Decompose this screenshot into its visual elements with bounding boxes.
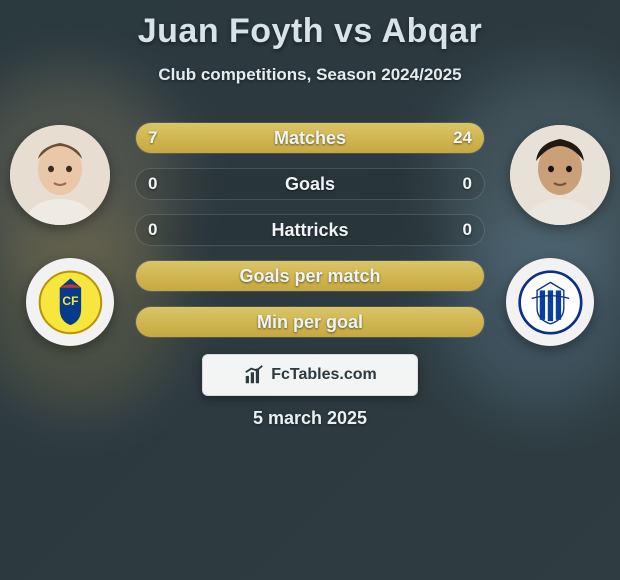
villarreal-crest-icon: CF [37, 269, 104, 336]
stat-label: Goals [285, 174, 335, 195]
page-title: Juan Foyth vs Abqar [0, 12, 620, 51]
stat-value-right: 24 [453, 128, 472, 148]
stat-value-right: 0 [463, 220, 472, 240]
stats-container: 7 24 Matches 0 0 Goals 0 0 Hattricks Goals per ma… [135, 122, 485, 352]
stat-label: Min per goal [257, 312, 363, 333]
person-icon [10, 125, 110, 225]
stat-label: Goals per match [239, 266, 380, 287]
stat-value-left: 0 [148, 174, 157, 194]
stat-value-left: 0 [148, 220, 157, 240]
person-icon [510, 125, 610, 225]
club-right-crest [506, 258, 594, 346]
alaves-crest-icon [517, 269, 584, 336]
player-right-avatar [510, 125, 610, 225]
stat-row: Goals per match [135, 260, 485, 292]
chart-icon [243, 364, 265, 386]
stat-fill-right [215, 123, 484, 153]
svg-text:CF: CF [62, 294, 78, 308]
player-left-avatar [10, 125, 110, 225]
stat-row: 0 0 Hattricks [135, 214, 485, 246]
club-left-crest: CF [26, 258, 114, 346]
date-label: 5 march 2025 [0, 408, 620, 429]
stat-label: Hattricks [271, 220, 348, 241]
brand-badge: FcTables.com [202, 354, 418, 396]
stat-row: Min per goal [135, 306, 485, 338]
stat-row: 0 0 Goals [135, 168, 485, 200]
stat-value-right: 0 [463, 174, 472, 194]
brand-text: FcTables.com [271, 366, 377, 384]
stat-value-left: 7 [148, 128, 157, 148]
stat-label: Matches [274, 128, 346, 149]
stat-row: 7 24 Matches [135, 122, 485, 154]
